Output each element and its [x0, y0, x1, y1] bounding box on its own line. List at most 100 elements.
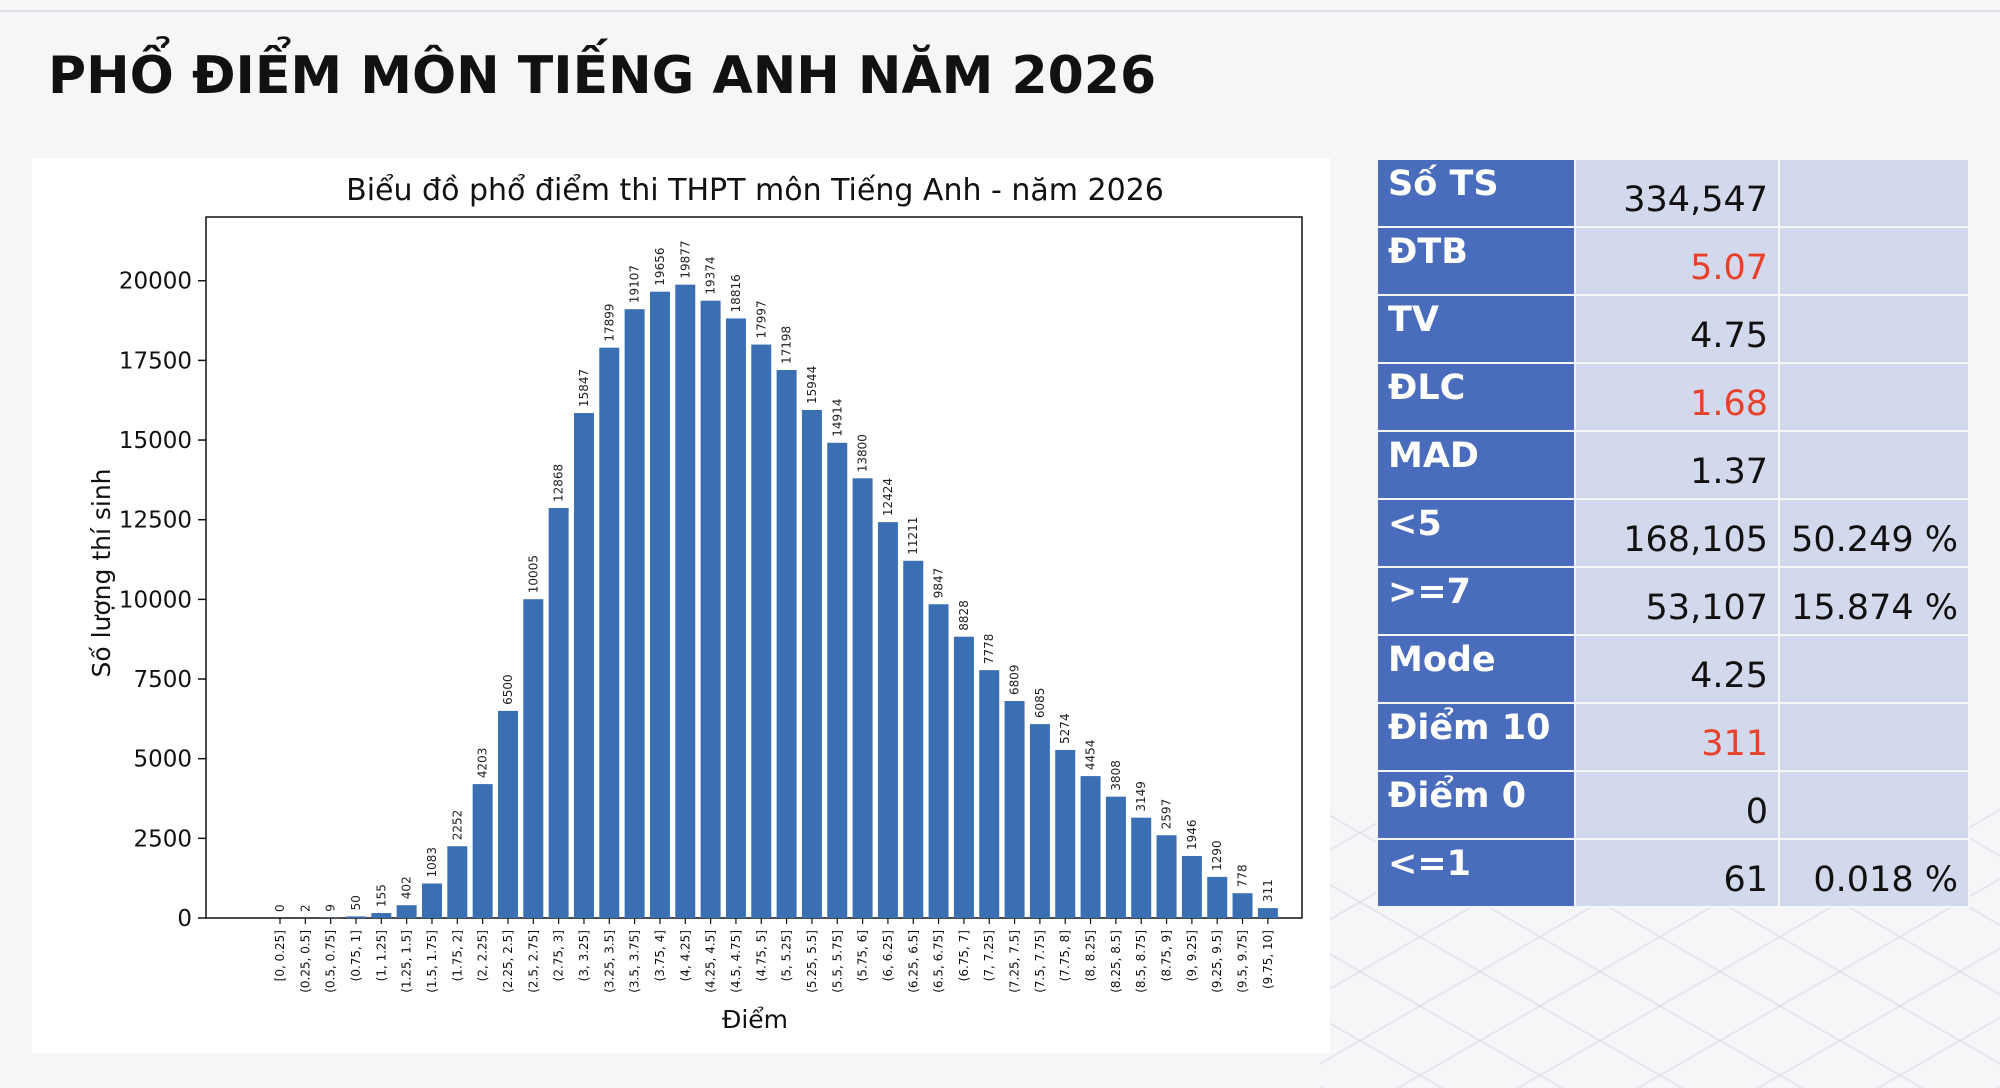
stats-row: <5 168,105 50.249 %	[1378, 500, 1968, 566]
stat-label: Điểm 0	[1378, 772, 1574, 838]
bar-value-label: 50	[349, 895, 363, 910]
y-tick-label: 7500	[133, 667, 192, 693]
stat-value: 4.75	[1576, 296, 1778, 362]
bar	[345, 916, 366, 918]
stats-row: Mode 4.25	[1378, 636, 1968, 702]
x-tick-label: (8, 8.25]	[1084, 930, 1098, 981]
bar-value-label: 19656	[653, 248, 667, 286]
bar-value-label: 15944	[805, 366, 819, 404]
x-tick-label: (6.5, 6.75]	[932, 930, 946, 993]
bar	[421, 883, 442, 918]
top-rule	[0, 10, 2000, 12]
bar-value-label: 15847	[577, 369, 591, 407]
x-tick-label: (3, 3.25]	[577, 930, 591, 981]
x-tick-label: (5.75, 6]	[856, 930, 870, 981]
bar-value-label: 9	[324, 904, 338, 912]
stat-label: Mode	[1378, 636, 1574, 702]
bar-value-label: 5274	[1058, 713, 1072, 744]
x-tick-label: (4, 4.25]	[678, 930, 692, 981]
bar	[472, 784, 493, 918]
bar-value-label: 19877	[678, 240, 692, 278]
bar-value-label: 2252	[450, 810, 464, 841]
bar	[497, 710, 518, 918]
bar	[675, 284, 696, 918]
stat-label: TV	[1378, 296, 1574, 362]
bar	[751, 344, 772, 918]
stat-label: >=7	[1378, 568, 1574, 634]
stat-percent	[1780, 636, 1968, 702]
bar	[776, 370, 797, 919]
bar-value-label: 0	[273, 904, 287, 912]
stat-value: 5.07	[1576, 228, 1778, 294]
x-tick-label: [0, 0.25]	[273, 930, 287, 981]
bar-value-label: 17997	[754, 300, 768, 338]
bar-value-label: 1946	[1185, 819, 1199, 850]
bar	[1232, 893, 1253, 918]
chart-title: Biểu đồ phổ điểm thi THPT môn Tiếng Anh …	[346, 172, 1164, 208]
stats-table: Số TS 334,547 ĐTB 5.07 TV 4.75 ĐLC 1.68 MAD 1.37 <…	[1376, 158, 1970, 908]
bar	[1207, 876, 1228, 918]
bar-value-label: 4454	[1084, 740, 1098, 771]
x-tick-label: (3.5, 3.75]	[628, 930, 642, 993]
stat-percent	[1780, 704, 1968, 770]
bar-value-label: 10005	[526, 555, 540, 593]
x-tick-label: (0.5, 0.75]	[324, 930, 338, 993]
bar-value-label: 6809	[1008, 664, 1022, 695]
bar-value-label: 7778	[982, 634, 996, 665]
stat-label: Số TS	[1378, 160, 1574, 226]
bar	[1004, 701, 1025, 918]
bar-value-label: 19374	[704, 256, 718, 294]
stats-row: Điểm 10 311	[1378, 704, 1968, 770]
bar	[979, 670, 1000, 918]
y-axis-label: Số lượng thí sinh	[87, 468, 116, 677]
bar-value-label: 4203	[476, 748, 490, 779]
x-tick-label: (4.25, 4.5]	[704, 930, 718, 993]
x-tick-label: (2.25, 2.5]	[501, 930, 515, 993]
y-tick-label: 2500	[133, 826, 192, 852]
x-tick-label: (1.75, 2]	[450, 930, 464, 981]
stat-percent: 0.018 %	[1780, 840, 1968, 906]
stat-value: 1.68	[1576, 364, 1778, 430]
bar	[548, 507, 569, 918]
bar	[953, 636, 974, 918]
bar-value-label: 6500	[501, 674, 515, 705]
bar	[903, 560, 924, 918]
x-tick-label: (5.5, 5.75]	[830, 930, 844, 993]
x-tick-label: (6, 6.25]	[881, 930, 895, 981]
bar-value-label: 9847	[932, 568, 946, 599]
chart-panel: Biểu đồ phổ điểm thi THPT môn Tiếng Anh …	[32, 158, 1330, 1053]
bar-value-label: 8828	[957, 600, 971, 631]
bar	[801, 409, 822, 918]
stat-percent: 15.874 %	[1780, 568, 1968, 634]
bar	[599, 347, 620, 918]
bar	[1029, 724, 1050, 918]
bar-value-label: 18816	[729, 274, 743, 312]
x-tick-label: (7, 7.25]	[982, 930, 996, 981]
stats-row: TV 4.75	[1378, 296, 1968, 362]
stat-percent	[1780, 432, 1968, 498]
x-tick-label: (2.5, 2.75]	[526, 930, 540, 993]
x-tick-label: (1, 1.25]	[374, 930, 388, 981]
x-tick-label: (7.5, 7.75]	[1033, 930, 1047, 993]
stats-row: ĐLC 1.68	[1378, 364, 1968, 430]
bar-value-label: 2	[298, 904, 312, 912]
bar	[877, 522, 898, 918]
x-tick-label: (6.75, 7]	[957, 930, 971, 981]
bar-value-label: 17198	[780, 326, 794, 364]
y-tick-label: 20000	[119, 269, 192, 295]
bar-value-label: 3808	[1109, 760, 1123, 791]
bar-value-label: 402	[400, 876, 414, 899]
x-tick-label: (5.25, 5.5]	[805, 930, 819, 993]
stat-percent	[1780, 228, 1968, 294]
stat-percent	[1780, 160, 1968, 226]
x-tick-label: (9, 9.25]	[1185, 930, 1199, 981]
stat-value: 334,547	[1576, 160, 1778, 226]
page-title: PHỔ ĐIỂM MÔN TIẾNG ANH NĂM 2026	[48, 46, 1157, 106]
stat-percent	[1780, 364, 1968, 430]
stat-label: Điểm 10	[1378, 704, 1574, 770]
bar	[1181, 855, 1202, 918]
stats-row: MAD 1.37	[1378, 432, 1968, 498]
x-tick-label: (0.25, 0.5]	[298, 930, 312, 993]
bar	[928, 604, 949, 918]
bar-value-label: 3149	[1134, 781, 1148, 812]
